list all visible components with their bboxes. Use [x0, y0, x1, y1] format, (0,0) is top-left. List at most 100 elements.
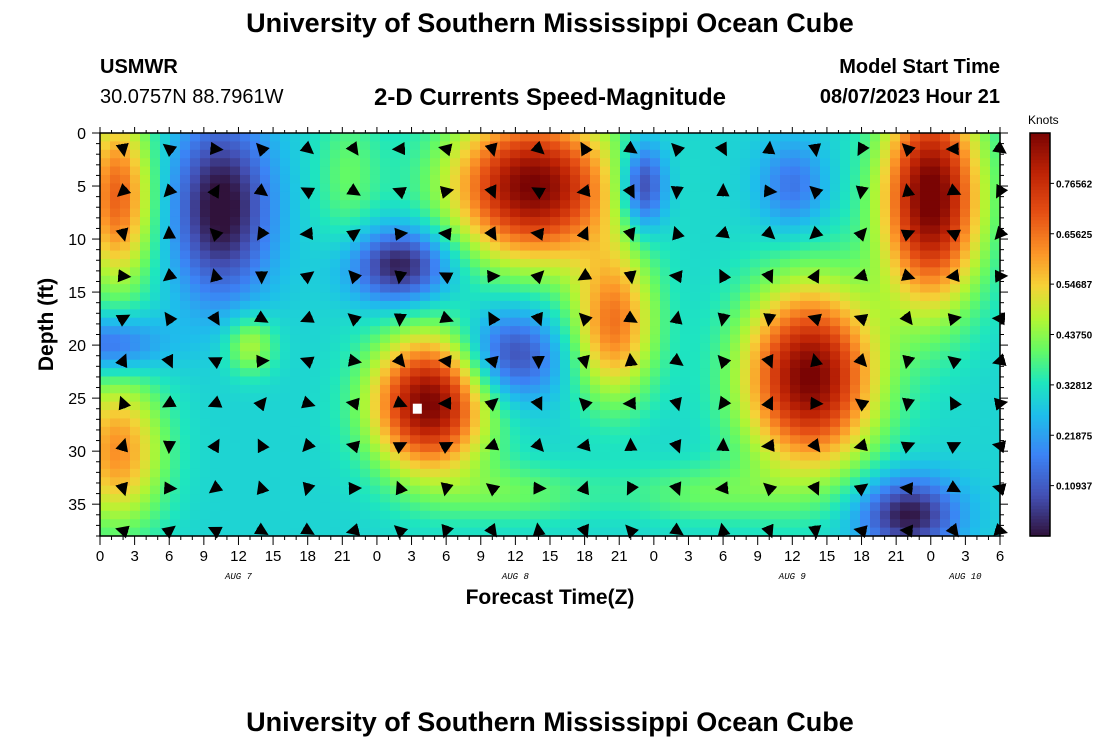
heatmap-cell [360, 393, 371, 403]
current-vector [117, 269, 132, 283]
current-vector [809, 185, 824, 200]
heatmap-cell [370, 334, 381, 344]
heatmap-cell [810, 292, 821, 302]
heatmap-cell [700, 174, 711, 184]
heatmap-cell [910, 149, 921, 159]
heatmap-cell [240, 141, 251, 151]
heatmap-cell [920, 510, 931, 520]
heatmap-cell [890, 275, 901, 285]
heatmap-cell [340, 426, 351, 436]
heatmap-cell [510, 426, 521, 436]
heatmap-cell [430, 141, 441, 151]
heatmap-cell [190, 284, 201, 294]
heatmap-cell [130, 342, 141, 352]
heatmap-cell [120, 149, 131, 159]
heatmap-cell [160, 494, 171, 504]
heatmap-cell [410, 141, 421, 151]
heatmap-cell [330, 141, 341, 151]
heatmap-cell [330, 166, 341, 176]
heatmap-cell [300, 468, 311, 478]
heatmap-cell [640, 485, 651, 495]
heatmap-cell [170, 418, 181, 428]
heatmap-cell [630, 166, 641, 176]
heatmap-cell [590, 233, 601, 243]
heatmap-cell [980, 174, 991, 184]
heatmap-cell [520, 174, 531, 184]
heatmap-cell [800, 258, 811, 268]
colorbar-segment [1030, 274, 1050, 279]
heatmap-cell [540, 460, 551, 470]
heatmap-cell [300, 250, 311, 260]
heatmap-cell [220, 443, 231, 453]
heatmap-cell [490, 435, 501, 445]
heatmap-cell [930, 267, 941, 277]
heatmap-cell [980, 477, 991, 487]
heatmap-cell [720, 452, 731, 462]
x-tick-label: 15 [265, 548, 282, 565]
heatmap-cell [400, 384, 411, 394]
heatmap-cell [220, 435, 231, 445]
heatmap-cell [100, 468, 111, 478]
heatmap-cell [220, 485, 231, 495]
heatmap-cell [350, 191, 361, 201]
heatmap-cell [610, 359, 621, 369]
heatmap-cell [620, 502, 631, 512]
heatmap-cell [740, 477, 751, 487]
heatmap-cell [960, 242, 971, 252]
heatmap-cell [130, 174, 141, 184]
heatmap-cell [980, 326, 991, 336]
heatmap-cell [310, 393, 321, 403]
heatmap-cell [530, 284, 541, 294]
heatmap-cell [810, 133, 821, 142]
heatmap-cell [770, 166, 781, 176]
heatmap-cell [360, 342, 371, 352]
heatmap-cell [230, 334, 241, 344]
heatmap-cell [920, 158, 931, 168]
heatmap-cell [640, 376, 651, 386]
heatmap-cell [770, 342, 781, 352]
heatmap-cell [870, 183, 881, 193]
heatmap-cell [220, 426, 231, 436]
heatmap-cell [430, 502, 441, 512]
heatmap-cell [350, 334, 361, 344]
heatmap-cell [220, 225, 231, 235]
heatmap-cell [350, 460, 361, 470]
colorbar-segment [1030, 361, 1050, 366]
heatmap-cell [320, 309, 331, 319]
heatmap-cell [930, 158, 941, 168]
heatmap-cell [660, 233, 671, 243]
heatmap-cell [380, 133, 391, 142]
heatmap-cell [960, 216, 971, 226]
heatmap-cell [120, 410, 131, 420]
heatmap-cell [680, 275, 691, 285]
heatmap-cell [460, 468, 471, 478]
heatmap-cell [430, 368, 441, 378]
heatmap-cell [270, 191, 281, 201]
heatmap-cell [750, 317, 761, 327]
heatmap-cell [200, 191, 211, 201]
heatmap-cell [630, 133, 641, 142]
current-vector [576, 480, 589, 496]
current-vector [530, 396, 543, 411]
heatmap-cell [320, 208, 331, 218]
heatmap-cell [410, 133, 421, 142]
heatmap-cell [520, 494, 531, 504]
heatmap-cell [270, 250, 281, 260]
heatmap-cell [670, 410, 681, 420]
heatmap-cell [130, 510, 141, 520]
heatmap-cell [110, 292, 121, 302]
heatmap-cell [890, 485, 901, 495]
heatmap-cell [920, 141, 931, 151]
heatmap-cell [930, 519, 941, 529]
heatmap-cell [570, 233, 581, 243]
heatmap-cell [230, 477, 241, 487]
heatmap-cell [880, 452, 891, 462]
heatmap-cell [150, 200, 161, 210]
heatmap-cell [230, 191, 241, 201]
heatmap-cell [310, 225, 321, 235]
heatmap-cell [660, 485, 671, 495]
heatmap-cell [200, 477, 211, 487]
current-vector [164, 311, 178, 327]
heatmap-cell [180, 300, 191, 310]
heatmap-cell [290, 166, 301, 176]
